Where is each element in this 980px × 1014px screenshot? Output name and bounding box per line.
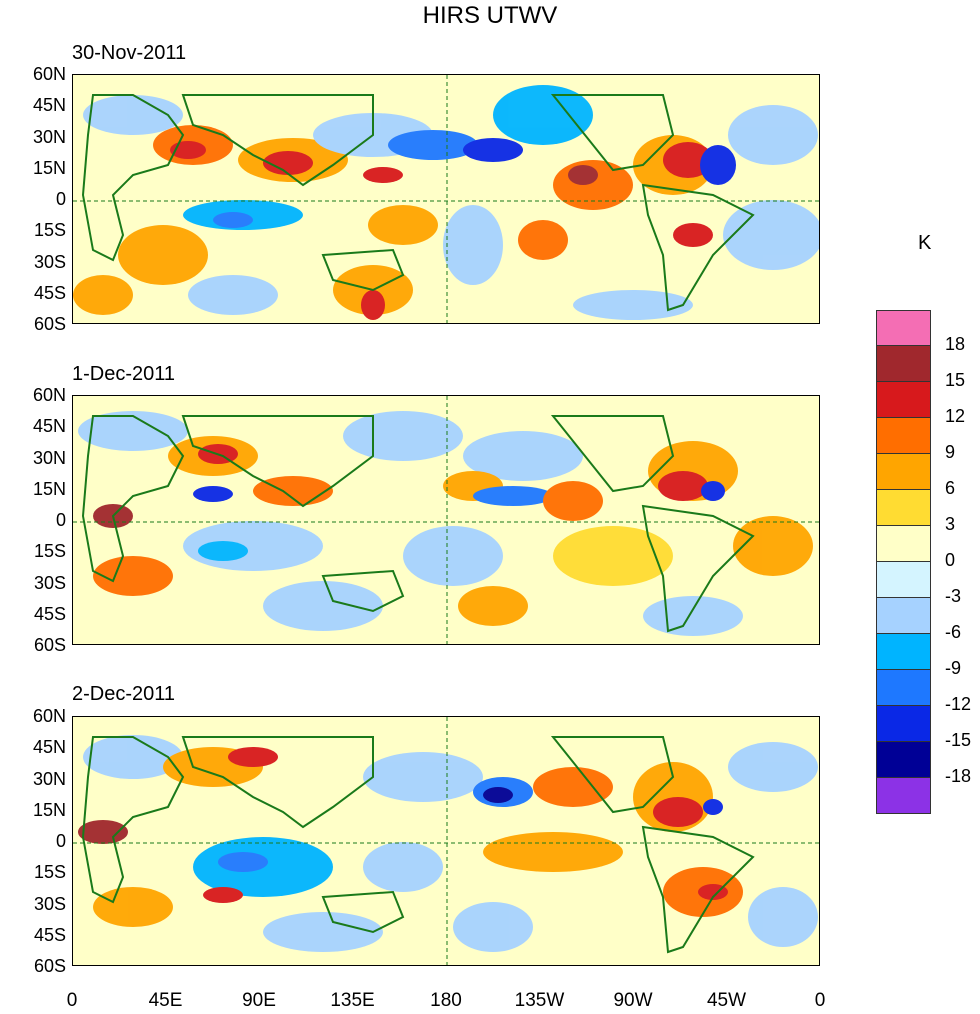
longitude-label: 90E — [242, 990, 276, 1011]
latitude-label: 30S — [33, 251, 66, 272]
latitude-label: 45S — [33, 924, 66, 945]
latitude-label: 30S — [33, 893, 66, 914]
colorbar-label: 12 — [945, 406, 966, 426]
colorbar-label: 9 — [945, 442, 956, 462]
colorbar-label: -12 — [945, 694, 972, 714]
panel-2-field — [73, 396, 819, 644]
colorbar-label: -18 — [945, 766, 972, 786]
latitude-label: 60N — [32, 385, 66, 405]
longitude-label: 0 — [66, 990, 78, 1011]
latitude-label: 15N — [32, 157, 66, 178]
colorbar-swatch — [876, 382, 931, 418]
longitude-label: 90W — [613, 990, 653, 1011]
longitude-label: 45W — [706, 990, 747, 1011]
latitude-label: 0 — [55, 831, 66, 851]
latitude-label: 30N — [32, 768, 66, 789]
longitude-label: 135E — [330, 990, 375, 1011]
latitude-label: 60S — [33, 956, 66, 976]
latitude-label: 60S — [33, 314, 66, 334]
longitude-label: 0 — [814, 990, 826, 1011]
latitude-label: 15N — [32, 799, 66, 820]
latitude-label: 45N — [32, 737, 66, 758]
latitude-label: 15S — [33, 862, 66, 883]
panel-1-field — [73, 75, 819, 323]
latitude-label: 30S — [33, 572, 66, 593]
longitude-label: 135W — [514, 990, 565, 1011]
colorbar-swatch — [876, 490, 931, 526]
latitude-label: 0 — [55, 510, 66, 530]
colorbar-swatch — [876, 454, 931, 490]
latitude-label: 15S — [33, 541, 66, 562]
colorbar-swatch — [876, 706, 931, 742]
panel-1-date: 30-Nov-2011 — [72, 42, 187, 64]
colorbar-swatch — [876, 346, 931, 382]
colorbar-label: 15 — [945, 370, 966, 390]
panel-3-date: 2-Dec-2011 — [72, 683, 176, 705]
colorbar-label: -15 — [945, 730, 972, 750]
colorbar-label: 6 — [945, 478, 956, 498]
latitude-label: 0 — [55, 189, 66, 209]
colorbar-swatch — [876, 742, 931, 778]
colorbar-label: 18 — [945, 334, 966, 354]
latitude-label: 30N — [32, 447, 66, 468]
colorbar-swatch — [876, 634, 931, 670]
panel-2-date: 1-Dec-2011 — [72, 363, 176, 385]
colorbar-label: -6 — [945, 622, 962, 642]
panel-3-map — [72, 716, 820, 966]
colorbar-label: 3 — [945, 514, 956, 534]
latitude-label: 60S — [33, 635, 66, 655]
panel-1-map — [72, 74, 820, 324]
latitude-label: 60N — [32, 64, 66, 84]
colorbar-unit: K — [918, 232, 932, 254]
latitude-label: 45S — [33, 603, 66, 624]
longitude-label: 45E — [148, 990, 183, 1011]
latitude-label: 60N — [32, 706, 66, 726]
colorbar-swatch — [876, 670, 931, 706]
colorbar-swatch — [876, 598, 931, 634]
latitude-label: 45S — [33, 282, 66, 303]
colorbar-label: -9 — [945, 658, 962, 678]
colorbar-swatch — [876, 778, 931, 814]
colorbar-label: 0 — [945, 550, 956, 570]
colorbar-swatch — [876, 418, 931, 454]
latitude-label: 15N — [32, 478, 66, 499]
colorbar — [876, 310, 931, 814]
colorbar-label: -3 — [945, 586, 962, 606]
latitude-label: 45N — [32, 95, 66, 116]
colorbar-swatch — [876, 562, 931, 598]
panel-2-map — [72, 395, 820, 645]
colorbar-swatch — [876, 310, 931, 346]
latitude-label: 45N — [32, 416, 66, 437]
latitude-label: 30N — [32, 126, 66, 147]
panel-3-field — [73, 717, 819, 965]
longitude-label: 180 — [430, 990, 462, 1011]
colorbar-swatch — [876, 526, 931, 562]
figure-title: HIRS UTWV — [422, 2, 558, 29]
latitude-label: 15S — [33, 220, 66, 241]
